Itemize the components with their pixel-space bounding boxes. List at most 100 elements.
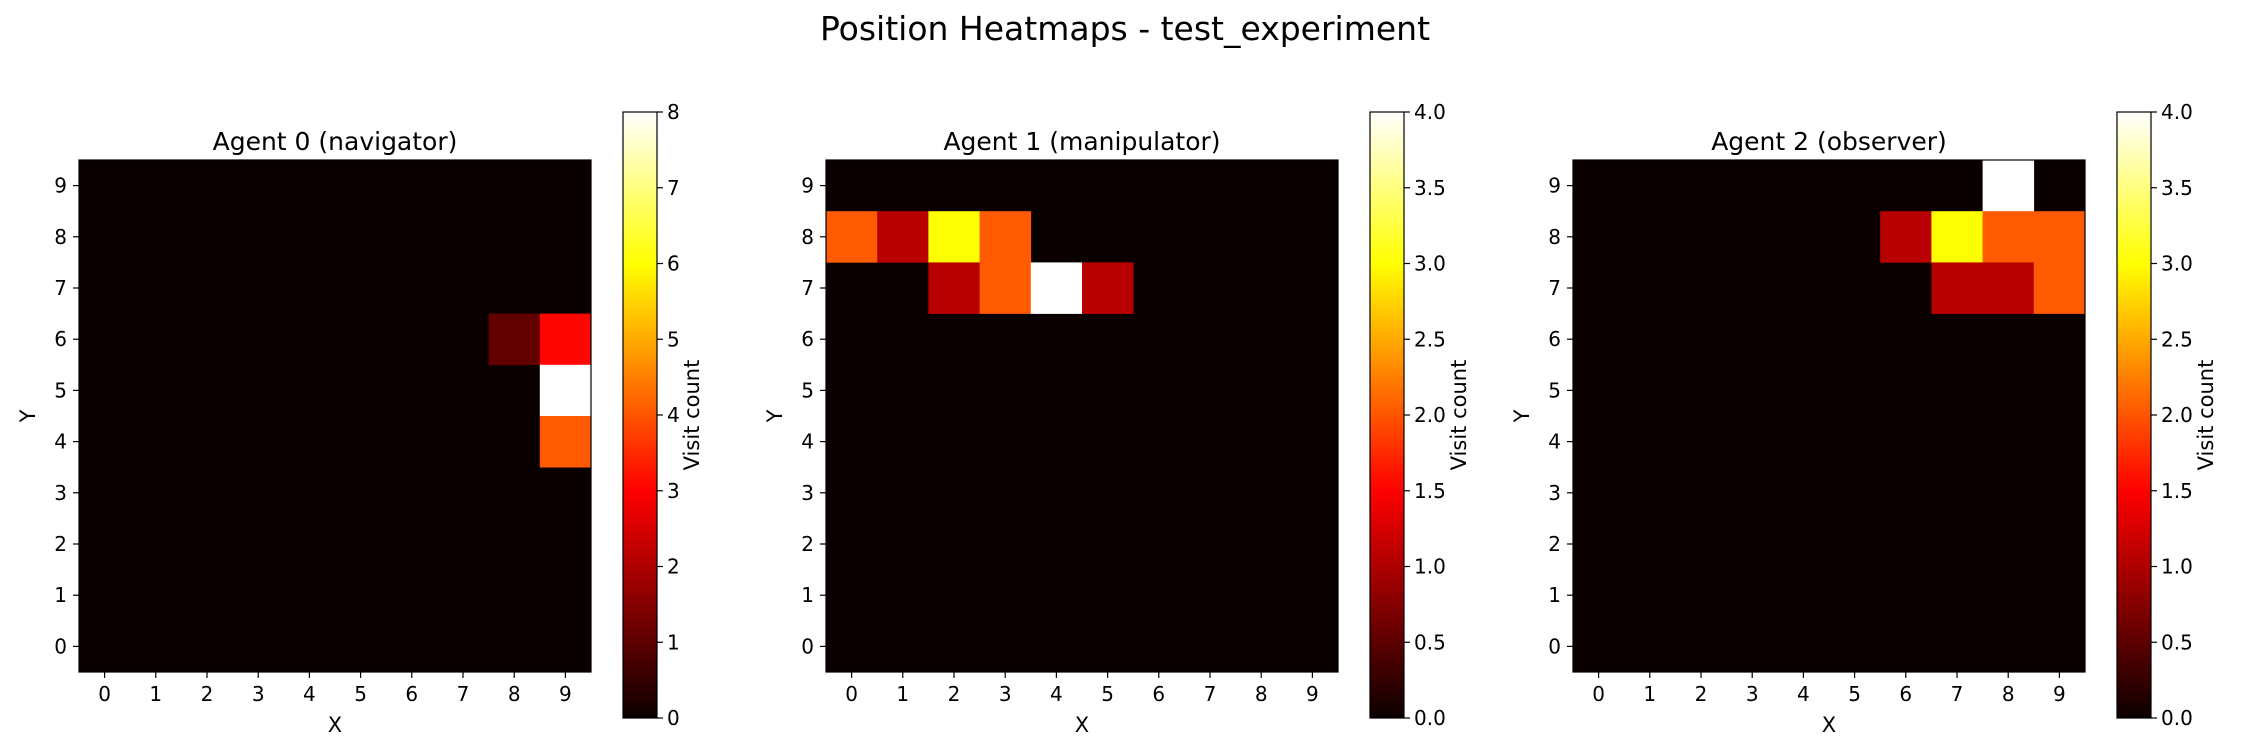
x-tick-label: 1 [896, 682, 909, 706]
x-tick-label: 6 [405, 682, 418, 706]
colorbar-tick-label: 3.5 [2161, 176, 2193, 200]
colorbar-label: Visit count [2194, 360, 2218, 471]
y-axis-label: Y [763, 409, 787, 423]
heatmap-panel-1: Agent 1 (manipulator) 0 1 2 3 4 5 6 7 8 9 0 1 2 3 4 5 6 7 8… [763, 100, 1471, 737]
heatmap-cell [488, 313, 541, 366]
x-tick-label: 5 [1848, 682, 1861, 706]
y-tick-label: 2 [801, 532, 814, 556]
colorbar [1369, 111, 1405, 719]
y-tick-label: 5 [801, 378, 814, 402]
colorbar-tick-label: 0.5 [1414, 630, 1446, 654]
y-axis-label: Y [1510, 409, 1534, 423]
panel-title: Agent 1 (manipulator) [943, 127, 1220, 156]
heatmap-panel-0: Agent 0 (navigator) 0 1 2 3 4 5 6 7 8 9 0 1 2 3 4 5 6 7 8 9 X… [16, 100, 704, 737]
colorbar-tick-label: 0.0 [1414, 706, 1446, 730]
colorbar-tick-label: 8 [667, 100, 680, 124]
colorbar-tick-label: 7 [667, 176, 680, 200]
heatmap-background [79, 160, 591, 672]
x-axis-label: X [1075, 713, 1089, 737]
x-axis-label: X [328, 713, 342, 737]
x-tick-label: 7 [457, 682, 470, 706]
y-tick-label: 0 [54, 634, 67, 658]
x-tick-label: 9 [2053, 682, 2066, 706]
x-tick-label: 7 [1951, 682, 1964, 706]
y-axis-label: Y [16, 409, 40, 423]
x-tick-label: 3 [252, 682, 265, 706]
colorbar-tick-label: 3.0 [2161, 252, 2193, 276]
colorbar-tick-label: 3.5 [1414, 176, 1446, 200]
colorbar [2116, 111, 2152, 719]
colorbar-tick-label: 6 [667, 252, 680, 276]
heatmap-cell [2033, 211, 2086, 263]
x-tick-label: 3 [1746, 682, 1759, 706]
y-tick-label: 8 [801, 225, 814, 249]
x-tick-label: 0 [98, 682, 111, 706]
colorbar [622, 111, 658, 719]
x-tick-label: 2 [948, 682, 961, 706]
x-tick-label: 7 [1204, 682, 1217, 706]
x-tick-label: 0 [845, 682, 858, 706]
heatmap-cell [539, 364, 592, 417]
heatmap-cell [877, 211, 929, 263]
colorbar-tick-label: 0 [667, 706, 680, 730]
heatmap-cell [1082, 262, 1134, 314]
x-tick-label: 8 [508, 682, 521, 706]
figure-title: Position Heatmaps - test_experiment [820, 9, 1430, 48]
y-tick-label: 5 [54, 378, 67, 402]
colorbar-tick-label: 1.5 [1414, 479, 1446, 503]
colorbar-tick-label: 1.0 [1414, 555, 1446, 579]
x-tick-label: 6 [1152, 682, 1165, 706]
y-tick-label: 4 [54, 430, 67, 454]
colorbar-tick-label: 4.0 [1414, 100, 1446, 124]
heatmap-cell [1931, 211, 1983, 263]
y-tick-label: 7 [801, 276, 814, 300]
heatmap-cell [1931, 262, 1983, 314]
colorbar-tick-label: 1.5 [2161, 479, 2193, 503]
y-tick-label: 9 [1548, 174, 1561, 198]
y-tick-label: 3 [1548, 481, 1561, 505]
colorbar-tick-label: 0.0 [2161, 706, 2193, 730]
y-tick-label: 8 [54, 225, 67, 249]
y-tick-label: 0 [1548, 634, 1561, 658]
x-tick-label: 5 [1101, 682, 1114, 706]
panels-group: Agent 0 (navigator) 0 1 2 3 4 5 6 7 8 9 0 1 2 3 4 5 6 7 8 9 X… [16, 100, 2218, 737]
colorbar-tick-label: 1 [667, 630, 680, 654]
y-tick-label: 2 [54, 532, 67, 556]
colorbar-tick-label: 3.0 [1414, 252, 1446, 276]
colorbar-tick-label: 5 [667, 327, 680, 351]
heatmap-cell [539, 416, 592, 468]
x-tick-label: 3 [999, 682, 1012, 706]
y-tick-label: 6 [801, 327, 814, 351]
x-tick-label: 8 [2002, 682, 2015, 706]
colorbar-tick-label: 2.0 [1414, 403, 1446, 427]
colorbar-tick-label: 2.0 [2161, 403, 2193, 427]
heatmap-cell [1030, 262, 1083, 314]
x-tick-label: 6 [1899, 682, 1912, 706]
colorbar-tick-label: 2 [667, 555, 680, 579]
x-tick-label: 8 [1255, 682, 1268, 706]
heatmap-cell [826, 211, 878, 263]
x-tick-label: 4 [1797, 682, 1810, 706]
heatmap-cell [1982, 160, 2035, 212]
y-tick-label: 0 [801, 634, 814, 658]
x-tick-label: 1 [149, 682, 162, 706]
heatmap-cell [1982, 211, 2035, 263]
x-tick-label: 4 [303, 682, 316, 706]
y-tick-label: 3 [54, 481, 67, 505]
y-tick-label: 1 [801, 583, 814, 607]
plot-frame [1572, 159, 2086, 673]
heatmap-cell [2033, 262, 2086, 314]
x-tick-label: 9 [1306, 682, 1319, 706]
colorbar-tick-label: 0.5 [2161, 630, 2193, 654]
y-tick-label: 2 [1548, 532, 1561, 556]
y-tick-label: 7 [1548, 276, 1561, 300]
x-tick-label: 2 [201, 682, 214, 706]
heatmap-cell [539, 313, 592, 366]
y-tick-label: 9 [801, 174, 814, 198]
colorbar-label: Visit count [680, 360, 704, 471]
x-tick-label: 4 [1050, 682, 1063, 706]
y-tick-label: 6 [1548, 327, 1561, 351]
colorbar-tick-label: 2.5 [2161, 327, 2193, 351]
heatmap-cell [1982, 262, 2035, 314]
